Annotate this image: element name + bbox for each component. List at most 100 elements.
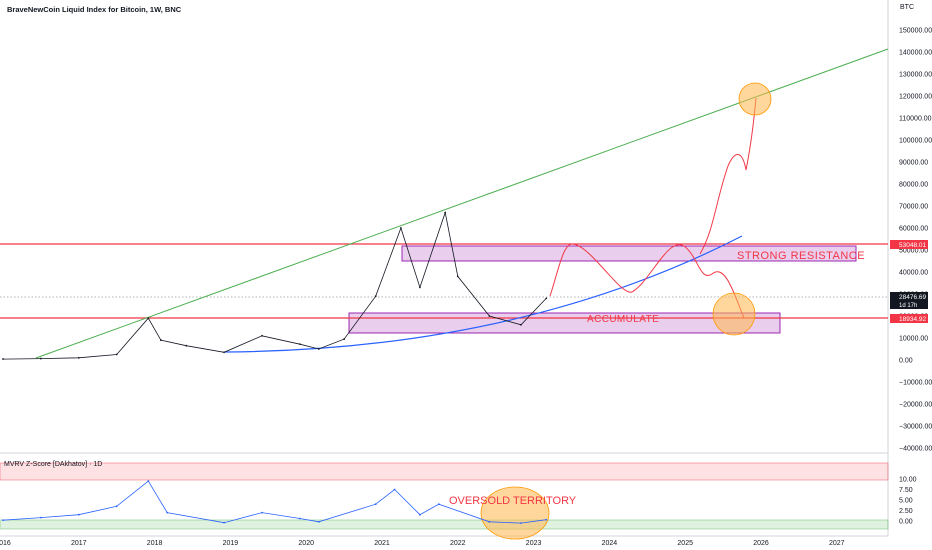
price-tick-label: 110000.00 xyxy=(899,116,932,123)
price-point xyxy=(77,356,80,359)
indicator-tick-label: 7.50 xyxy=(899,487,913,494)
price-point xyxy=(2,358,4,360)
price-point xyxy=(317,348,320,350)
time-tick-label: 2018 xyxy=(147,540,163,547)
time-tick-label: 2023 xyxy=(526,540,542,547)
price-point xyxy=(520,323,522,326)
mvrv-marks xyxy=(2,480,548,524)
mvrv-point xyxy=(261,511,263,514)
currency-label: BTC xyxy=(900,4,914,11)
time-tick-label: 2025 xyxy=(677,540,693,547)
oversold-circle xyxy=(480,486,550,540)
resistance-zone xyxy=(401,245,857,262)
mvrv-point xyxy=(147,480,150,482)
time-tick-label: 2020 xyxy=(298,540,314,547)
price-point xyxy=(115,353,118,356)
price-point xyxy=(40,357,42,360)
time-tick-label: 2021 xyxy=(374,540,390,547)
price-tick-label: 120000.00 xyxy=(899,94,932,101)
mvrv-point xyxy=(545,518,548,521)
price-tick-label: 0.00 xyxy=(899,358,913,365)
price-point xyxy=(545,297,548,300)
price-series-line xyxy=(2,211,547,360)
mvrv-point xyxy=(520,522,522,524)
current-price-label-bg xyxy=(890,292,928,309)
mvrv-point xyxy=(298,517,301,520)
resistance-price-text: 53048.01 xyxy=(899,242,926,249)
price-point xyxy=(185,344,188,347)
mvrv-point xyxy=(374,503,377,506)
indicator-tick-label: 10.00 xyxy=(899,477,917,484)
mvrv-point xyxy=(419,513,421,516)
projection-path-1 xyxy=(549,243,745,319)
current-price-text: 28476.69 xyxy=(899,294,926,301)
support-price-label: 18934.92 xyxy=(890,314,928,323)
price-point xyxy=(223,351,225,354)
chart-title: BraveNewCoin Liquid Index for Bitcoin, 1… xyxy=(7,5,182,14)
price-tick-label: −10000.00 xyxy=(899,380,932,387)
accumulate-label: ACCUMULATE xyxy=(587,314,659,325)
time-tick-label: 2024 xyxy=(602,540,618,547)
price-point xyxy=(419,286,421,289)
price-tick-label: 50000.00 xyxy=(899,248,928,255)
price-axis-ticks: 150000.00 140000.00 130000.00 120000.00 1100… xyxy=(899,28,932,453)
price-point xyxy=(488,315,491,317)
indicator-tick-label: 0.00 xyxy=(899,519,913,526)
resistance-price-label: 53048.01 xyxy=(890,240,928,249)
strong-resistance-label: STRONG RESISTANCE xyxy=(737,250,865,262)
support-curve[interactable] xyxy=(224,235,743,353)
mvrv-point xyxy=(115,505,118,508)
mvrv-point xyxy=(2,519,4,522)
projection-path-2 xyxy=(699,97,757,255)
price-tick-label: 130000.00 xyxy=(899,72,932,79)
price-tick-label: 140000.00 xyxy=(899,50,932,57)
time-tick-label: 2016 xyxy=(0,540,11,547)
time-tick-label: 2022 xyxy=(450,540,466,547)
price-tick-label: 10000.00 xyxy=(899,336,928,343)
mvrv-point xyxy=(488,520,491,523)
oversold-band xyxy=(0,519,889,530)
price-point xyxy=(444,211,447,214)
price-tick-label: −40000.00 xyxy=(899,446,932,453)
price-point xyxy=(160,339,162,342)
support-price-label-bg xyxy=(890,314,928,323)
time-tick-label: 2026 xyxy=(753,540,769,547)
oversold-territory-label: OVERSOLD TERRITORY xyxy=(449,495,577,507)
price-point xyxy=(400,227,402,229)
accumulation-circle xyxy=(712,292,756,336)
current-price-label: 28476.69 1d 17h xyxy=(890,292,928,309)
price-tick-label: 80000.00 xyxy=(899,182,928,189)
overbought-band xyxy=(0,462,889,481)
mvrv-point xyxy=(317,520,320,523)
time-tick-label: 2017 xyxy=(71,540,87,547)
price-point xyxy=(343,338,345,340)
price-tick-label: −30000.00 xyxy=(899,424,932,431)
price-point xyxy=(456,275,459,278)
time-tick-label: 2027 xyxy=(829,540,845,547)
price-tick-label: 150000.00 xyxy=(899,28,932,35)
price-tick-label: 90000.00 xyxy=(899,160,928,167)
countdown-text: 1d 17h xyxy=(899,303,917,309)
mvrv-point xyxy=(393,488,396,491)
price-point xyxy=(374,295,377,298)
price-tick-label: −20000.00 xyxy=(899,402,932,409)
mvrv-point xyxy=(437,503,440,506)
resistance-price-label-bg xyxy=(890,240,928,249)
price-point xyxy=(147,317,150,320)
price-tick-label: 100000.00 xyxy=(899,138,932,145)
time-tick-label: 2019 xyxy=(223,540,239,547)
mvrv-point xyxy=(166,511,169,514)
price-point xyxy=(298,343,301,346)
target-circle xyxy=(738,82,772,116)
indicator-tick-label: 2.50 xyxy=(899,508,913,515)
mvrv-point xyxy=(77,513,80,516)
indicator-tick-label: 5.00 xyxy=(899,498,913,505)
price-marks xyxy=(2,211,548,360)
indicator-title: MVRV Z-Score [DAkhatov] · 1D xyxy=(4,461,102,468)
support-price-text: 18934.92 xyxy=(899,316,926,323)
mvrv-point xyxy=(40,516,42,519)
price-point xyxy=(261,334,263,337)
time-axis-ticks: 2016 2017 2018 2019 2020 2021 2022 2023 2024 2025… xyxy=(0,540,845,547)
